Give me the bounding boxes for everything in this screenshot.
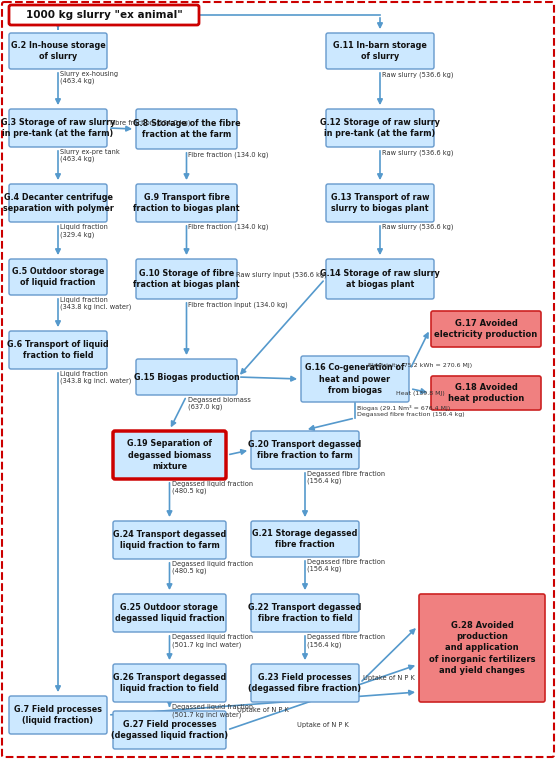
FancyBboxPatch shape	[9, 259, 107, 295]
Text: Degassed fibre fraction
(156.4 kg): Degassed fibre fraction (156.4 kg)	[307, 471, 385, 484]
FancyBboxPatch shape	[9, 184, 107, 222]
Text: G.15 Biogas production: G.15 Biogas production	[133, 373, 240, 382]
Text: Slurry ex-pre tank
(463.4 kg): Slurry ex-pre tank (463.4 kg)	[60, 149, 120, 162]
Text: Heat (139.8 MJ): Heat (139.8 MJ)	[396, 391, 444, 395]
Text: G.27 Field processes
(degassed liquid fraction): G.27 Field processes (degassed liquid fr…	[111, 720, 228, 740]
Text: Slurry ex-housing
(463.4 kg): Slurry ex-housing (463.4 kg)	[60, 71, 118, 84]
FancyBboxPatch shape	[113, 711, 226, 749]
Text: G.20 Transport degassed
fibre fraction to farm: G.20 Transport degassed fibre fraction t…	[249, 440, 361, 460]
Text: Degassed liquid fraction
(501.7 kg incl water): Degassed liquid fraction (501.7 kg incl …	[171, 634, 252, 647]
Text: G.16 Co-generation of
heat and power
from biogas: G.16 Co-generation of heat and power fro…	[305, 364, 405, 395]
FancyBboxPatch shape	[326, 259, 434, 299]
FancyBboxPatch shape	[301, 356, 409, 402]
Text: G.8 Storage of the fibre
fraction at the farm: G.8 Storage of the fibre fraction at the…	[133, 119, 240, 139]
Text: 1000 kg slurry "ex animal": 1000 kg slurry "ex animal"	[26, 10, 182, 20]
Text: Electricity (75.2 kWh = 270.6 MJ): Electricity (75.2 kWh = 270.6 MJ)	[368, 364, 472, 368]
Text: Uptake of N P K: Uptake of N P K	[363, 675, 415, 681]
FancyBboxPatch shape	[251, 594, 359, 632]
Text: Uptake of N P K: Uptake of N P K	[237, 707, 289, 713]
FancyBboxPatch shape	[9, 33, 107, 69]
Text: Degassed liquid fraction
(480.5 kg): Degassed liquid fraction (480.5 kg)	[171, 561, 252, 575]
FancyBboxPatch shape	[431, 311, 541, 347]
FancyBboxPatch shape	[9, 696, 107, 734]
Text: G.22 Transport degassed
fibre fraction to field: G.22 Transport degassed fibre fraction t…	[249, 603, 362, 623]
FancyBboxPatch shape	[9, 331, 107, 369]
Text: Degassed fibre fraction
(156.4 kg): Degassed fibre fraction (156.4 kg)	[307, 634, 385, 647]
FancyBboxPatch shape	[251, 521, 359, 557]
Text: Biogas (29.1 Nm³ = 676.4 MJ)
Degassed fibre fraction (156.4 kg): Biogas (29.1 Nm³ = 676.4 MJ) Degassed fi…	[357, 405, 465, 417]
Text: Degassed biomass
(637.0 kg): Degassed biomass (637.0 kg)	[188, 397, 251, 411]
FancyBboxPatch shape	[326, 109, 434, 147]
Text: G.23 Field processes
(degassed fibre fraction): G.23 Field processes (degassed fibre fra…	[249, 673, 361, 693]
Text: G.19 Separation of
degassed biomass
mixture: G.19 Separation of degassed biomass mixt…	[127, 439, 212, 471]
FancyBboxPatch shape	[113, 521, 226, 559]
Text: G.12 Storage of raw slurry
in pre-tank (at the farm): G.12 Storage of raw slurry in pre-tank (…	[320, 118, 440, 138]
Text: G.25 Outdoor storage
degassed liquid fraction: G.25 Outdoor storage degassed liquid fra…	[115, 603, 225, 623]
Text: Fibre fraction input (134.0 kg): Fibre fraction input (134.0 kg)	[188, 301, 288, 307]
Text: G.13 Transport of raw
slurry to biogas plant: G.13 Transport of raw slurry to biogas p…	[331, 193, 429, 213]
FancyBboxPatch shape	[113, 431, 226, 479]
Text: Raw slurry (536.6 kg): Raw slurry (536.6 kg)	[382, 224, 454, 231]
Text: G.21 Storage degassed
fibre fraction: G.21 Storage degassed fibre fraction	[252, 529, 358, 549]
Text: Liquid fraction
(329.4 kg): Liquid fraction (329.4 kg)	[60, 224, 108, 238]
Text: G.4 Decanter centrifuge
separation with polymer: G.4 Decanter centrifuge separation with …	[3, 193, 113, 213]
Text: Uptake of N P K: Uptake of N P K	[296, 722, 349, 728]
FancyBboxPatch shape	[9, 109, 107, 147]
FancyBboxPatch shape	[251, 664, 359, 702]
Text: G.7 Field processes
(liquid fraction): G.7 Field processes (liquid fraction)	[14, 705, 102, 725]
FancyBboxPatch shape	[136, 359, 237, 395]
FancyBboxPatch shape	[251, 431, 359, 469]
Text: G.10 Storage of fibre
fraction at biogas plant: G.10 Storage of fibre fraction at biogas…	[133, 269, 240, 289]
FancyBboxPatch shape	[136, 184, 237, 222]
Text: Liquid fraction
(343.8 kg incl. water): Liquid fraction (343.8 kg incl. water)	[60, 297, 131, 310]
Text: G.9 Transport fibre
fraction to biogas plant: G.9 Transport fibre fraction to biogas p…	[133, 193, 240, 213]
FancyBboxPatch shape	[419, 594, 545, 702]
Text: G.5 Outdoor storage
of liquid fraction: G.5 Outdoor storage of liquid fraction	[12, 267, 104, 287]
Text: G.17 Avoided
electricity production: G.17 Avoided electricity production	[434, 319, 538, 339]
FancyBboxPatch shape	[9, 5, 199, 25]
Text: G.11 In-barn storage
of slurry: G.11 In-barn storage of slurry	[333, 41, 427, 61]
Text: Liquid fraction
(343.8 kg incl. water): Liquid fraction (343.8 kg incl. water)	[60, 371, 131, 385]
Text: Raw slurry (536.6 kg): Raw slurry (536.6 kg)	[382, 71, 454, 77]
FancyBboxPatch shape	[326, 184, 434, 222]
FancyBboxPatch shape	[431, 376, 541, 410]
Text: Degassed liquid fraction
(501.7 kg incl water): Degassed liquid fraction (501.7 kg incl …	[171, 704, 252, 717]
Text: G.28 Avoided
production
and application
of inorganic fertilizers
and yield chang: G.28 Avoided production and application …	[429, 622, 535, 675]
FancyBboxPatch shape	[136, 109, 237, 149]
Text: Fibre fraction (134.0 kg): Fibre fraction (134.0 kg)	[188, 224, 269, 231]
FancyBboxPatch shape	[113, 664, 226, 702]
FancyBboxPatch shape	[326, 33, 434, 69]
FancyBboxPatch shape	[113, 594, 226, 632]
Text: G.3 Storage of raw slurry
in pre-tank (at the farm): G.3 Storage of raw slurry in pre-tank (a…	[1, 118, 115, 138]
Text: G.24 Transport degassed
liquid fraction to farm: G.24 Transport degassed liquid fraction …	[113, 530, 226, 550]
Text: G.26 Transport degassed
liquid fraction to field: G.26 Transport degassed liquid fraction …	[113, 673, 226, 693]
Text: Degassed fibre fraction
(156.4 kg): Degassed fibre fraction (156.4 kg)	[307, 559, 385, 572]
Text: Degassed liquid fraction
(480.5 kg): Degassed liquid fraction (480.5 kg)	[171, 481, 252, 495]
Text: Fibre fraction (134.0 kg): Fibre fraction (134.0 kg)	[188, 151, 269, 158]
Text: G.18 Avoided
heat production: G.18 Avoided heat production	[448, 383, 524, 403]
Text: G.6 Transport of liquid
fraction to field: G.6 Transport of liquid fraction to fiel…	[7, 340, 109, 360]
Text: G.14 Storage of raw slurry
at biogas plant: G.14 Storage of raw slurry at biogas pla…	[320, 269, 440, 289]
Text: Fibre fraction (134.0 kg): Fibre fraction (134.0 kg)	[110, 119, 191, 126]
Text: Raw slurry input (536.6 kg): Raw slurry input (536.6 kg)	[236, 272, 327, 278]
Text: Raw slurry (536.6 kg): Raw slurry (536.6 kg)	[382, 149, 454, 156]
FancyBboxPatch shape	[136, 259, 237, 299]
Text: G.2 In-house storage
of slurry: G.2 In-house storage of slurry	[11, 41, 106, 61]
